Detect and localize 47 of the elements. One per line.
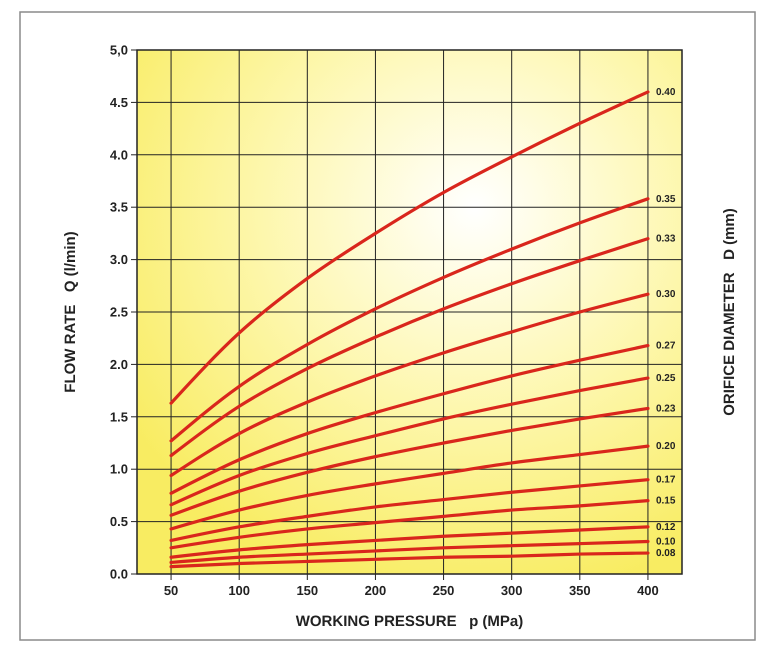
line-series: [169, 478, 650, 542]
line-series: [169, 376, 650, 506]
y-tick-label: 0.0: [110, 566, 128, 582]
series-label: 0.40: [656, 86, 676, 98]
series-label: 0.25: [656, 373, 676, 384]
line-series: [169, 90, 650, 405]
x-tick-label: 200: [364, 583, 386, 598]
line-series: [169, 406, 650, 517]
series-label: 0.10: [656, 536, 676, 548]
y-tick-label: 0.5: [110, 514, 128, 530]
y-tick-label: 1.5: [110, 409, 128, 424]
series-label: 0.27: [656, 340, 676, 352]
x-tick-label: 350: [568, 583, 591, 598]
series-label: 0.35: [656, 194, 676, 205]
x-tick-label: 150: [296, 583, 318, 598]
series-label: 0.33: [656, 234, 676, 245]
line-series: [169, 499, 650, 550]
line-series: [169, 444, 650, 531]
line-series: [169, 197, 650, 443]
x-tick-label: 100: [228, 583, 250, 598]
line-series: [169, 344, 650, 495]
y-tick-label: 1.0: [110, 462, 128, 477]
y-tick-label: 3.5: [110, 200, 128, 215]
x-tick-label: 400: [637, 583, 659, 598]
series-label: 0.30: [656, 289, 676, 300]
y-tick-label: 2.5: [110, 304, 128, 320]
y-tick-label: 4.5: [110, 94, 128, 110]
x-tick-label: 50: [164, 583, 178, 598]
series-label: 0.08: [656, 548, 676, 560]
line-series: [169, 237, 650, 458]
x-axis-title: WORKING PRESSURE p (MPa): [296, 613, 524, 630]
line-series: [169, 540, 650, 564]
series-label: 0.12: [656, 522, 676, 533]
y-tick-label: 2.0: [110, 356, 128, 372]
series-label: 0.20: [656, 441, 676, 452]
series-label: 0.15: [656, 496, 676, 507]
line-series: [169, 525, 650, 559]
y-tick-label: 5,0: [110, 42, 128, 58]
x-tick-label: 300: [500, 583, 523, 598]
y2-axis-title: ORIFICE DIAMETER D (mm): [721, 208, 738, 416]
y-tick-label: 3.0: [110, 252, 128, 268]
x-tick-label: 250: [432, 583, 454, 598]
series-label: 0.17: [656, 474, 676, 486]
y-tick-label: 4.0: [110, 147, 128, 162]
line-series: [169, 292, 650, 478]
y-axis-title: FLOW RATE Q (l/min): [62, 231, 79, 393]
series-label: 0.23: [656, 403, 676, 414]
